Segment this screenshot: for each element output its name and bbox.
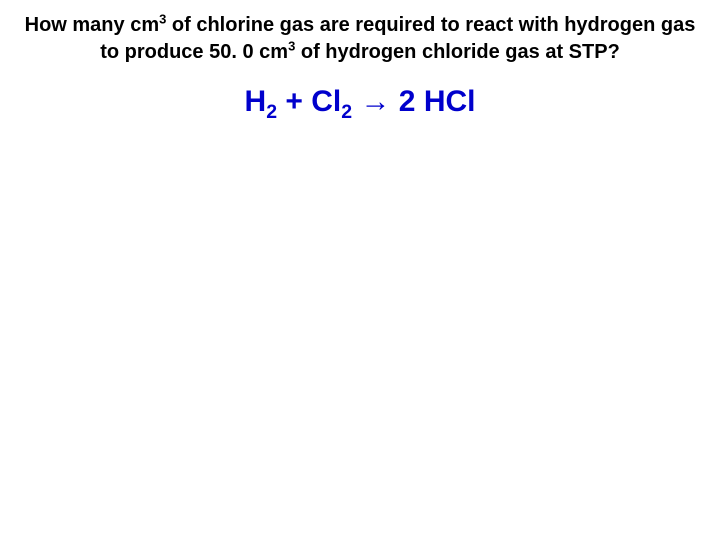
eq-hcl: HCl [424,85,476,118]
eq-coef: 2 [399,85,424,118]
chemical-equation: H2 + Cl2 → 2 HCl [245,84,476,120]
eq-arrow: → [352,85,399,118]
eq-h: H [245,85,267,118]
question-part-3: of hydrogen chloride gas at STP? [295,41,619,63]
equation-container: H2 + Cl2 → 2 HCl [0,84,720,120]
eq-plus: + [277,85,311,118]
eq-h-sub: 2 [266,101,277,123]
eq-cl-sub: 2 [341,101,352,123]
question-part-1: How many cm [25,14,159,36]
eq-cl: Cl [311,85,341,118]
question-text: How many cm3 of chlorine gas are require… [0,0,720,66]
